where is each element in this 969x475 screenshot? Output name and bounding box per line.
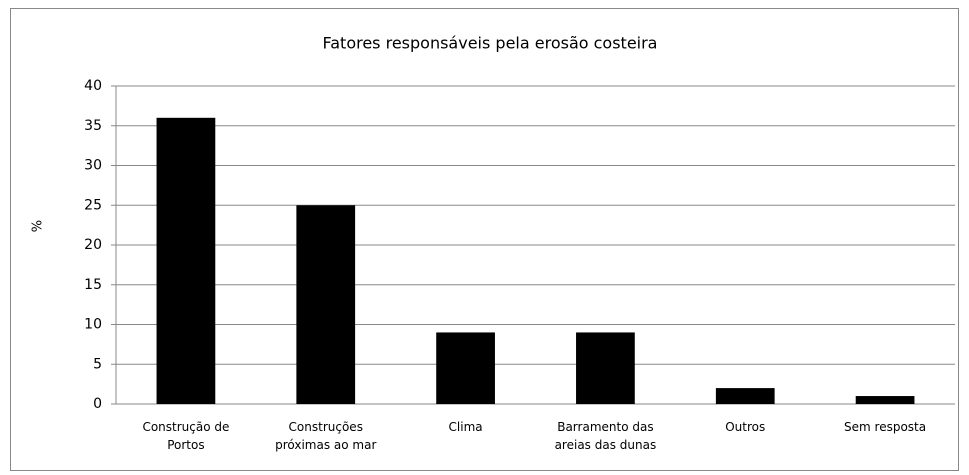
- chart-title: Fatores responsáveis pela erosão costeir…: [323, 34, 658, 53]
- x-tick-label: Construção de Portos: [142, 420, 230, 452]
- bar: [715, 388, 775, 404]
- bar: [296, 205, 356, 404]
- y-tick-label: 40: [84, 78, 102, 94]
- y-tick-label: 20: [84, 237, 102, 253]
- x-tick-label: Outros: [725, 420, 766, 434]
- bar: [436, 332, 495, 404]
- y-tick-label: 15: [84, 277, 102, 293]
- y-tick-label: 30: [84, 158, 102, 174]
- bar: [855, 396, 915, 404]
- x-tick-label: Construções próximas ao mar: [275, 420, 377, 452]
- y-tick-label: 5: [93, 356, 102, 372]
- y-tick-label: 0: [93, 396, 102, 412]
- bar: [576, 332, 635, 404]
- y-tick-label: 35: [84, 118, 102, 134]
- x-tick-label: Sem resposta: [844, 420, 927, 434]
- y-tick-label: 10: [84, 317, 102, 333]
- bar: [156, 117, 216, 405]
- y-axis-label: %: [31, 220, 46, 232]
- x-tick-label: Clima: [448, 420, 483, 434]
- x-tick-label: Barramento das areias das dunas: [554, 420, 657, 452]
- y-tick-label: 25: [84, 197, 102, 213]
